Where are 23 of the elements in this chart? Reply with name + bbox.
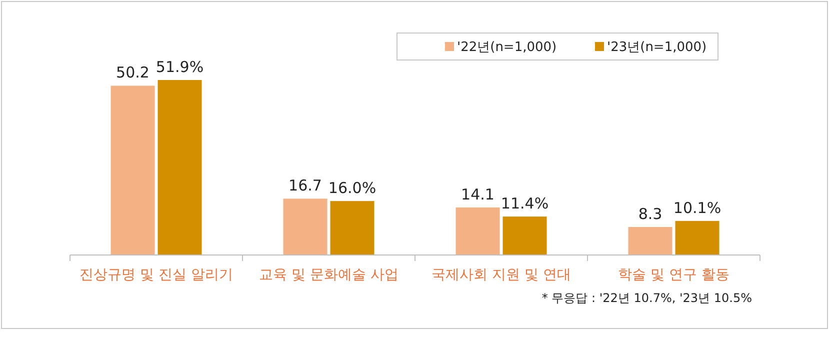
data-label: 11.4% (500, 194, 549, 213)
x-tick-label: 학술 및 연구 활동 (618, 267, 730, 283)
data-label: 51.9% (156, 58, 204, 76)
data-label: 8.3 (638, 205, 662, 224)
bar (158, 80, 202, 255)
bar (110, 86, 155, 255)
data-label: 16.0% (328, 179, 376, 198)
x-tick-label: 진상규명 및 진실 알리기 (80, 267, 233, 283)
text: * 무응답 : '22년 10.7%, '23년 10.5% (542, 291, 752, 305)
bar (628, 227, 672, 255)
x-tick-label: 교육 및 문화예술 사업 (259, 267, 398, 283)
bar (675, 220, 720, 255)
bar (283, 198, 328, 255)
bar (456, 207, 500, 255)
x-tick-label: 국제사회 지원 및 연대 (432, 267, 571, 283)
bar (330, 201, 374, 255)
bar (502, 216, 547, 255)
data-label: 14.1 (461, 185, 494, 204)
legend-label: '23년(n=1,000) (607, 40, 707, 55)
legend-label: '22년(n=1,000) (457, 40, 557, 55)
data-label: 50.2 (116, 64, 150, 82)
data-label: 16.7 (288, 176, 322, 195)
data-label: 10.1% (673, 198, 722, 217)
